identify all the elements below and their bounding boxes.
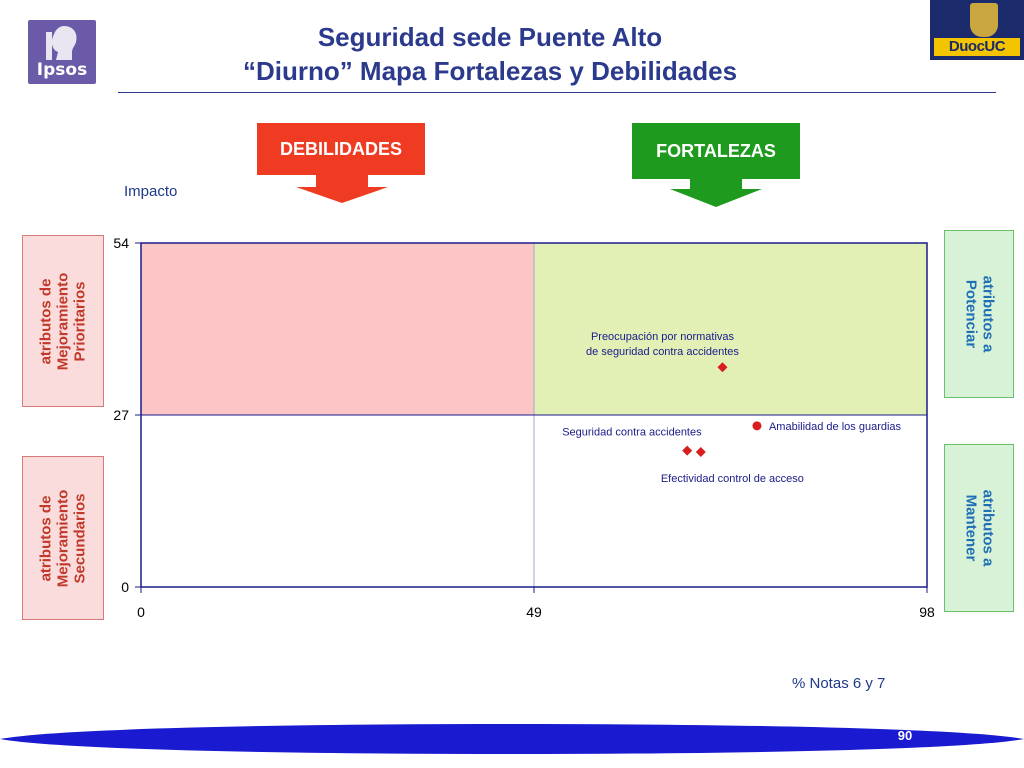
y-tick-label: 27 [113,407,129,423]
fortalezas-label: FORTALEZAS [632,123,800,179]
duoc-crest-icon [970,3,998,37]
x-axis-label: % Notas 6 y 7 [792,675,886,692]
debilidades-label: DEBILIDADES [257,123,425,175]
title-line-1: Seguridad sede Puente Alto [317,22,663,52]
title-line-2: “Diurno” Mapa Fortalezas y Debilidades [242,56,738,86]
ipsos-logo: Ipsos [28,20,96,84]
data-point [682,445,693,456]
side-label-mejoramiento-secundarios: atributos de Mejoramiento Secundarios [22,456,104,620]
fortalezas-arrow-icon [670,179,762,207]
x-tick-label: 98 [919,604,935,620]
quadrant-weaknesses [141,243,534,415]
duoc-logo-text: DuocUC [948,38,1006,55]
data-point-label: Efectividad control de acceso [661,473,804,485]
data-point [695,446,706,457]
data-point-label: de seguridad contra accidentes [586,346,739,358]
quadrant-strengths [534,243,927,415]
data-point-label: Preocupación por normativas [591,331,735,343]
duoc-logo: DuocUC [930,0,1024,60]
data-point [752,421,762,431]
x-tick-label: 0 [137,604,145,620]
side-label-potenciar: atributos a Potenciar [944,230,1014,398]
footer-bar [0,724,1024,754]
y-tick-label: 54 [113,235,129,251]
y-tick-label: 0 [121,579,129,595]
ipsos-face-icon [46,26,77,60]
debilidades-arrow-icon [296,175,388,203]
x-tick-label: 49 [526,604,542,620]
side-label-mantener: atributos a Mantener [944,444,1014,612]
side-label-mejoramiento-prioritarios: atributos de Mejoramiento Prioritarios [22,235,104,407]
data-point-label: Seguridad contra accidentes [562,427,702,439]
title-divider [118,92,996,93]
page-title: Seguridad sede Puente Alto “Diurno” Mapa… [120,20,860,88]
page-number: 90 [897,728,913,743]
ipsos-logo-text: Ipsos [36,60,88,80]
data-point [717,362,728,373]
data-point-label: Amabilidad de los guardias [769,421,902,433]
y-axis-label: Impacto [124,183,178,200]
